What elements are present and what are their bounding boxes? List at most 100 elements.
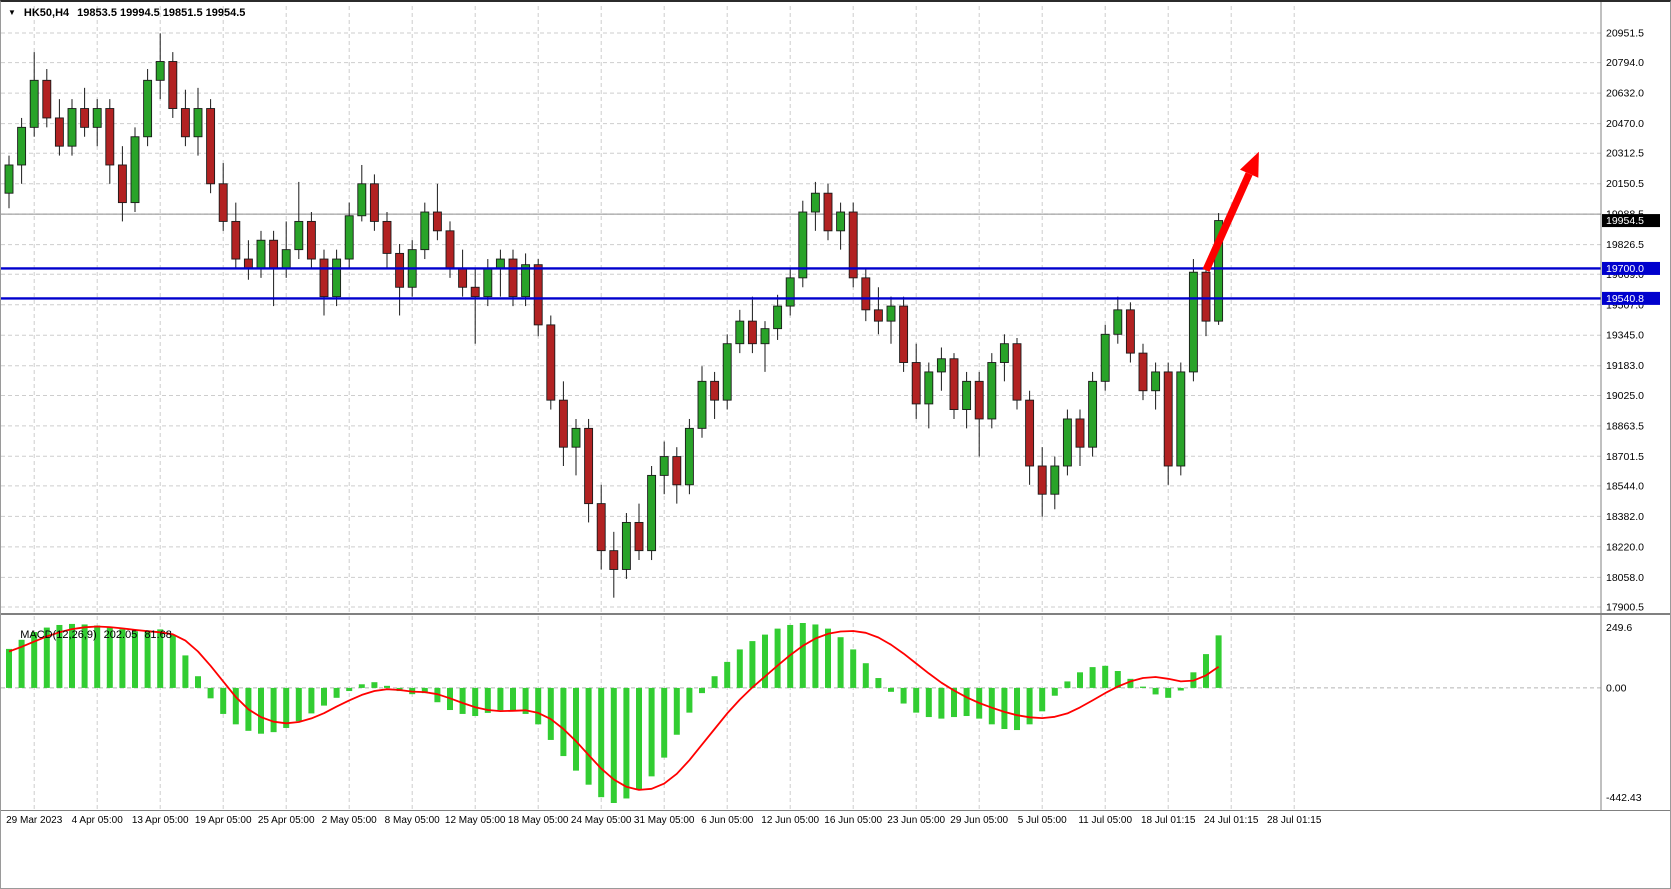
macd-indicator-label: MACD(12,26,9) 202.05 81.68 [8,617,179,653]
candle [1151,371,1161,392]
candle [42,79,52,119]
macd-bar [711,676,718,688]
time-tick-label: 12 May 05:00 [445,815,506,826]
candle [218,183,228,222]
candle [1163,371,1173,467]
macd-bar [346,687,353,692]
price-tick-label: 20470.0 [1606,118,1644,130]
macd-bar [1014,687,1020,731]
candle [722,343,732,401]
macd-bar [232,687,239,725]
macd-bar [925,687,932,718]
macd-name: MACD(12,26,9) [20,629,97,641]
candle [117,164,127,204]
candle [710,380,720,401]
candle [319,258,329,298]
price-tick-label: 19183.0 [1606,360,1644,372]
macd-bar [598,687,605,798]
price-marker: 19700.0 [1602,261,1660,275]
candle [823,192,833,232]
price-marker: 19954.5 [1602,214,1660,228]
macd-bar [799,623,806,688]
candle [571,427,581,448]
macd-bar [81,624,88,688]
macd-bar [749,641,756,688]
macd-bar [459,687,466,714]
candle [193,108,203,138]
svg-text:19540.8: 19540.8 [1606,293,1644,305]
candle [1113,309,1123,335]
macd-bar [661,687,668,758]
candle [924,371,934,405]
axis-separator [1,810,1670,811]
time-tick-label: 29 Jun 05:00 [950,815,1008,826]
candle [470,286,480,298]
macd-bar [94,625,101,688]
candle [1188,271,1198,373]
candle [533,264,543,326]
macd-bar [18,639,25,688]
candle [1050,465,1060,495]
macd-bar [686,687,693,713]
time-tick-label: 8 May 05:00 [385,815,440,826]
macd-bar [270,687,277,733]
macd-bar [963,687,970,717]
macd-bar [1039,687,1046,712]
chart-title: ▼ HK50,H4 19853.5 19994.5 19851.5 19954.5 [8,7,245,19]
price-tick-label: 18058.0 [1606,572,1644,584]
macd-bar [182,655,189,688]
macd-bar [119,629,126,688]
candle [1176,371,1186,467]
candle [143,79,153,138]
macd-bar [1165,687,1172,698]
macd-bar [1114,671,1121,688]
macd-bar [333,687,340,698]
macd-bar [812,624,819,688]
macd-bar [1140,686,1146,688]
macd-bar [510,687,516,712]
macd-bar [220,687,227,714]
time-tick-label: 28 Jul 01:15 [1267,815,1322,826]
candle [243,258,253,269]
candle [1037,465,1047,495]
time-tick-label: 4 Apr 05:00 [72,815,124,826]
candle [1201,271,1211,322]
candle [67,108,77,147]
candle [1214,220,1224,322]
macd-bar [573,687,579,771]
candle [659,456,669,476]
trend-arrow[interactable] [1202,151,1259,272]
macd-bar [837,637,844,688]
macd-bar [535,687,542,725]
chart-menu-icon[interactable]: ▼ [8,8,16,17]
candle [80,108,90,128]
candle [949,358,959,411]
macd-bar [585,687,592,785]
candle [873,309,883,322]
price-tick-label: 20794.0 [1606,57,1644,69]
candle [999,343,1009,363]
price-axis[interactable]: 20951.5 20794.0 20632.0 20470.0 20312.5 20150… [1602,28,1660,805]
candle [256,239,266,269]
macd-main-value: 202.05 [103,629,138,641]
candle [29,79,39,128]
candle [92,108,102,128]
candle [357,183,367,217]
candle [508,258,518,298]
candle [621,521,631,570]
macd-bar [875,678,882,688]
macd-bar [358,684,365,688]
macd-bar [472,687,479,717]
panel-separator [1,613,1670,615]
candle [231,220,241,260]
candles-layer [4,33,1224,598]
macd-bar [43,627,50,688]
candle [306,220,316,260]
time-axis[interactable]: 29 Mar 2023 4 Apr 05:00 13 Apr 05:00 19 Apr… [6,815,1322,826]
macd-bar [825,628,831,688]
candle [1125,309,1135,354]
macd-bar [1102,665,1109,688]
macd-bar [195,676,201,688]
